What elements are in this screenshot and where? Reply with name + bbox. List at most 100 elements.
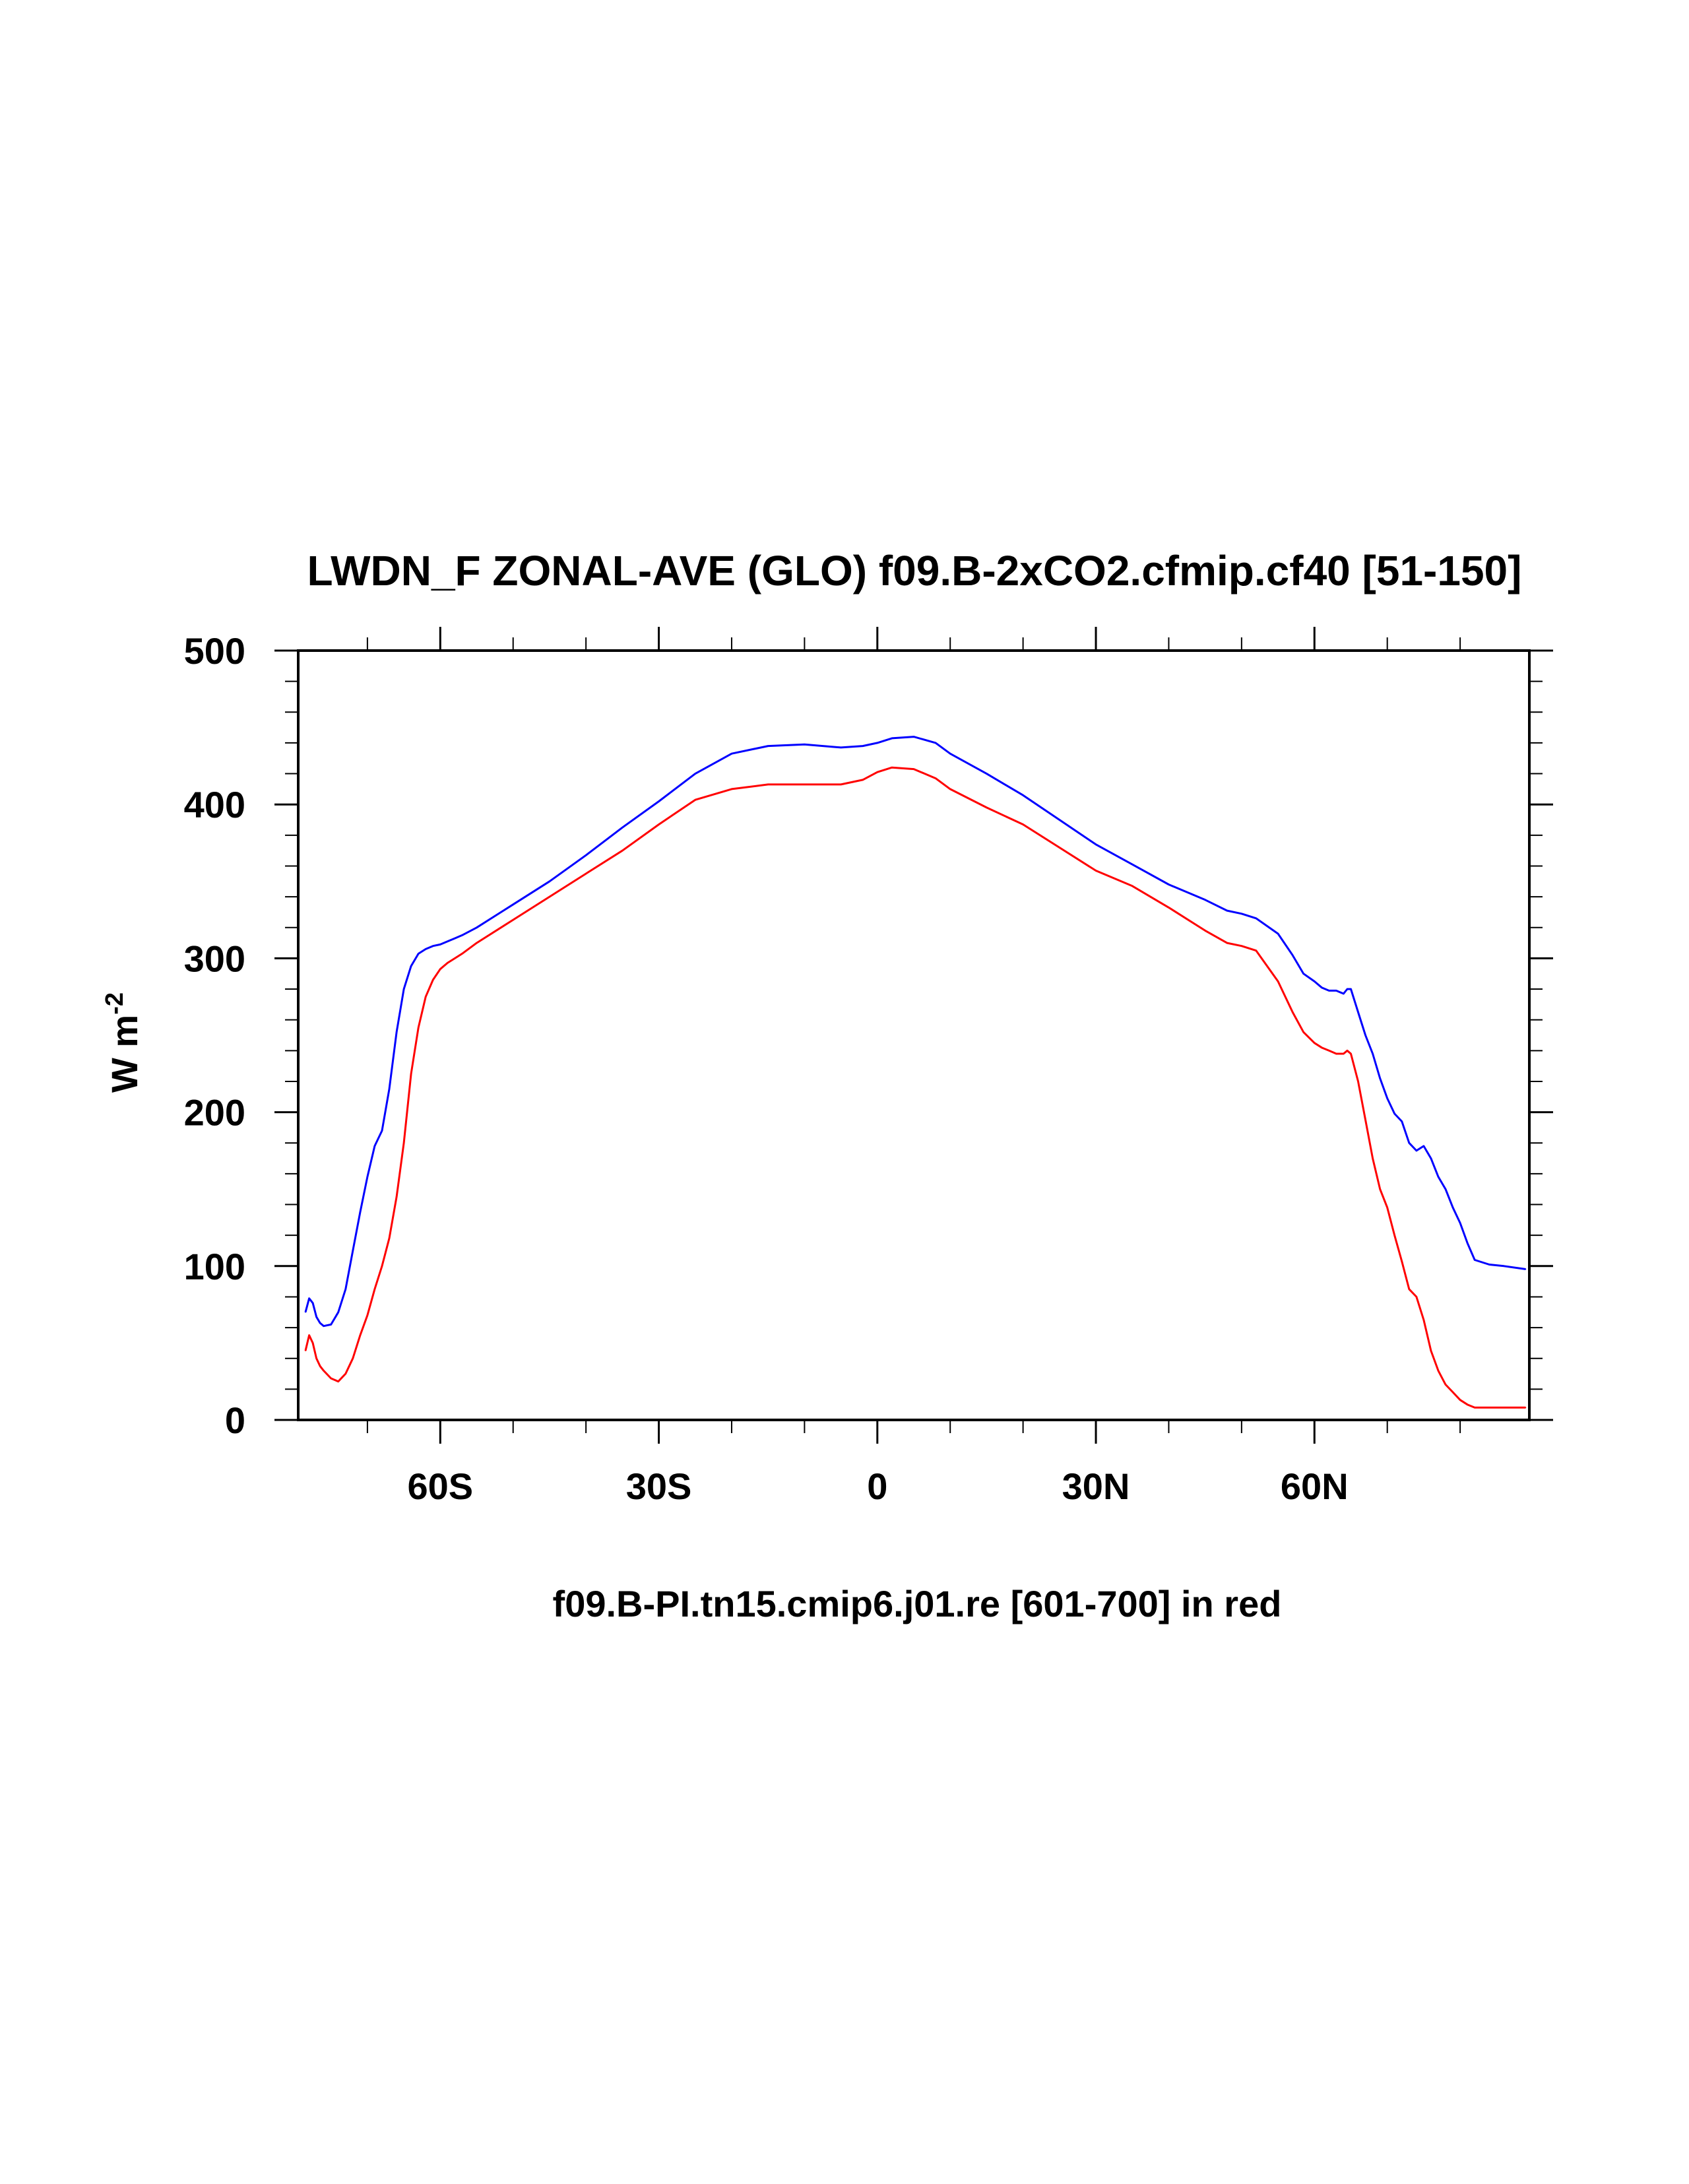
series-2-point xyxy=(345,1373,346,1374)
series-1-point xyxy=(1409,1142,1410,1143)
series-2-point xyxy=(695,799,696,800)
series-2-point xyxy=(454,957,456,959)
series-2-point xyxy=(1357,1081,1359,1082)
y-tick-label: 100 xyxy=(184,1246,245,1287)
series-1-point xyxy=(1292,954,1293,956)
series-2-point xyxy=(389,1238,390,1239)
series-1-point xyxy=(305,1312,306,1313)
y-tick-label: 500 xyxy=(184,630,245,672)
series-1-point xyxy=(767,745,769,747)
series-1-point xyxy=(1503,1266,1505,1267)
series-1-point xyxy=(1379,1077,1381,1079)
plot-frame xyxy=(297,649,1531,1421)
series-1-point xyxy=(374,1145,375,1147)
series-2-point xyxy=(330,1378,332,1379)
series-1-point xyxy=(1095,844,1097,845)
series-1-point xyxy=(1227,910,1228,911)
series-2-point xyxy=(374,1289,375,1290)
series-2-point xyxy=(1227,942,1228,944)
series-2-point xyxy=(804,784,806,785)
series-2-point xyxy=(1438,1370,1439,1372)
series-2-point xyxy=(312,1342,313,1344)
series-2-point xyxy=(1302,1031,1304,1033)
series-1-point xyxy=(1416,1150,1417,1151)
series-2-point xyxy=(447,962,449,964)
series-1-point xyxy=(1372,1053,1374,1054)
series-2-point xyxy=(877,771,878,773)
series-2-point xyxy=(986,807,988,808)
series-2-point xyxy=(1347,1050,1348,1052)
series-1-point xyxy=(439,944,441,946)
series-1-point xyxy=(1438,1176,1439,1178)
series-1-point xyxy=(345,1289,346,1290)
x-tick-label: 30N xyxy=(1062,1465,1130,1507)
series-2-point xyxy=(1131,885,1133,887)
series-1-point xyxy=(1364,1035,1366,1036)
series-2-point xyxy=(1445,1384,1446,1386)
y-tick-label: 400 xyxy=(184,784,245,825)
series-1-point xyxy=(396,1031,397,1033)
series-2-point xyxy=(432,979,434,980)
series-2-point xyxy=(1488,1407,1490,1409)
series-2-point xyxy=(396,1196,397,1198)
series-2-point xyxy=(585,873,587,874)
series-1-point xyxy=(512,904,514,905)
series-1-point xyxy=(913,736,914,738)
series-1-point xyxy=(1168,883,1170,885)
series-1-point xyxy=(418,953,419,955)
series-1-point xyxy=(1386,1097,1388,1099)
series-1-point xyxy=(1204,899,1206,901)
series-2-point xyxy=(1430,1350,1432,1351)
x-tick-label: 60S xyxy=(407,1465,473,1507)
series-2-point xyxy=(1059,847,1060,849)
series-1-point xyxy=(1525,1268,1527,1270)
series-2-point xyxy=(1095,870,1097,872)
series-1-point xyxy=(1467,1242,1468,1244)
chart-title: LWDN_F ZONAL-AVE (GLO) f09.B-2xCO2.cfmip… xyxy=(307,547,1522,594)
series-2-point xyxy=(425,996,426,998)
series-2-point xyxy=(1335,1053,1337,1054)
series-2-point xyxy=(461,953,463,955)
series-1-point xyxy=(308,1298,310,1299)
series-line-2 xyxy=(304,766,1526,1409)
series-2-point xyxy=(476,942,478,944)
series-2-point xyxy=(403,1142,404,1143)
series-1-point xyxy=(410,965,412,967)
series-1-point xyxy=(454,938,456,939)
series-2-point xyxy=(381,1266,383,1267)
series-2-point xyxy=(323,1370,325,1372)
series-1-point xyxy=(1022,794,1024,796)
series-2-point xyxy=(1503,1407,1505,1409)
series-2-point xyxy=(1256,949,1257,951)
series-2-point xyxy=(1409,1289,1410,1290)
series-2-point xyxy=(1416,1296,1417,1298)
series-2-point xyxy=(1467,1403,1468,1405)
series-2-point xyxy=(308,1334,310,1336)
series-2-point xyxy=(1321,1046,1323,1048)
series-2-point xyxy=(1423,1319,1424,1321)
series-1-point xyxy=(1459,1222,1461,1224)
series-2-point xyxy=(1525,1407,1527,1409)
series-2-point xyxy=(1022,823,1024,825)
series-1-point xyxy=(315,1316,317,1318)
series-2-point xyxy=(337,1380,339,1382)
series-1-point xyxy=(389,1088,390,1090)
series-1-point xyxy=(1059,819,1060,821)
series-1-point xyxy=(585,854,587,856)
series-2-point xyxy=(367,1314,368,1316)
series-1-point xyxy=(891,738,893,739)
series-1-point xyxy=(425,948,426,950)
x-axis-label: f09.B-PI.tn15.cmip6.j01.re [601-700] in … xyxy=(553,1583,1282,1624)
series-2-point xyxy=(1241,945,1242,947)
series-1-point xyxy=(476,927,478,928)
series-2-point xyxy=(1350,1053,1352,1054)
series-2-point xyxy=(352,1357,354,1359)
series-2-point xyxy=(1386,1207,1388,1208)
series-1-point xyxy=(432,945,434,947)
series-1-point xyxy=(1423,1145,1424,1147)
series-1-point xyxy=(986,773,988,775)
series-1-point xyxy=(935,742,936,744)
series-2-point xyxy=(1401,1261,1403,1262)
series-2-point xyxy=(935,777,936,779)
